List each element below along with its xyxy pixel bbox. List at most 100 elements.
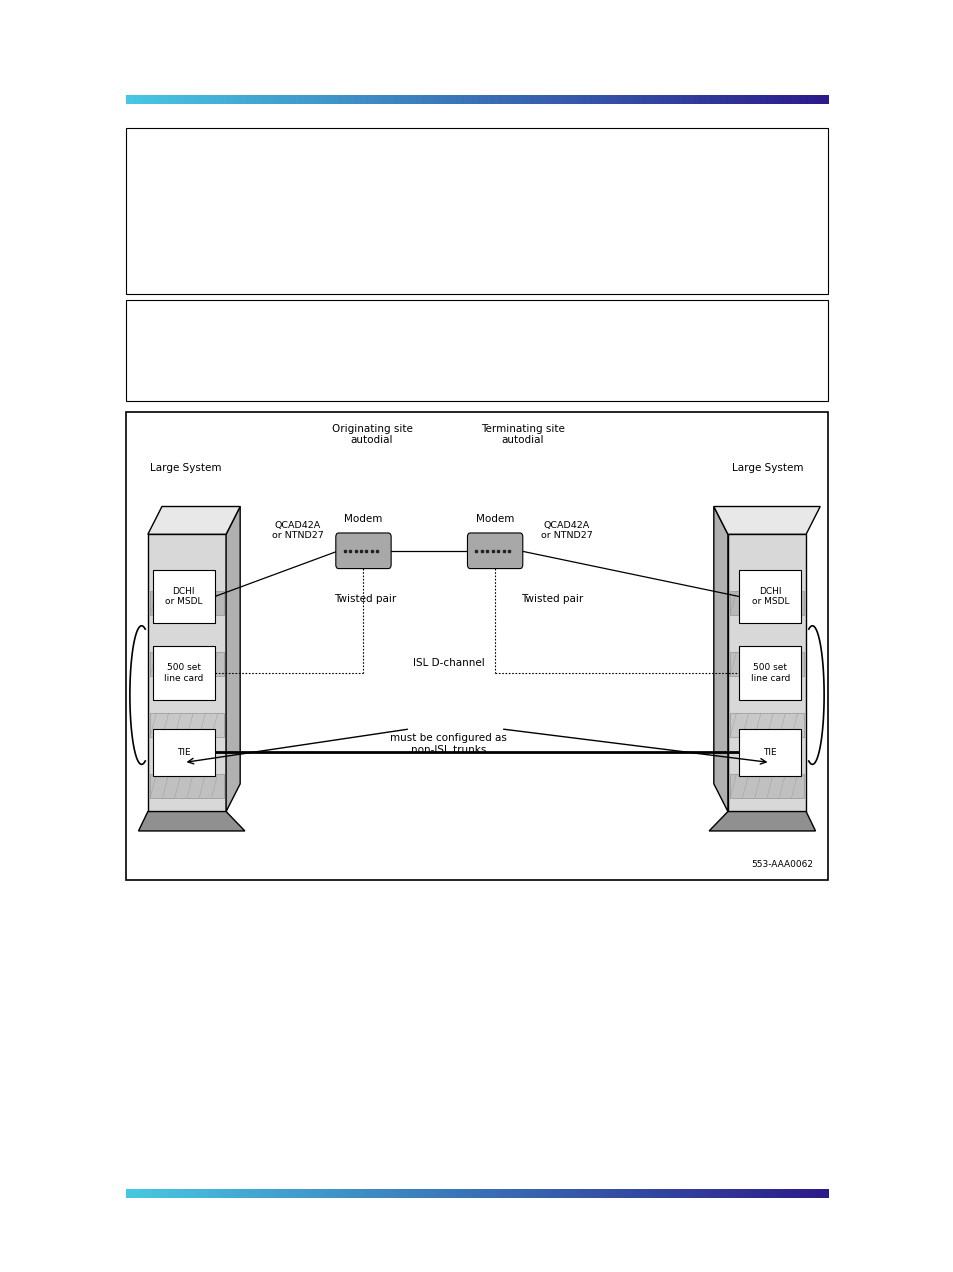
Bar xyxy=(750,95,753,104)
Bar xyxy=(256,95,260,104)
Bar xyxy=(661,1189,664,1198)
Bar xyxy=(708,95,711,104)
Bar xyxy=(483,1189,487,1198)
Bar xyxy=(678,95,680,104)
Bar xyxy=(334,95,337,104)
Bar xyxy=(388,1189,391,1198)
Text: must be configured as
non-ISL trunks: must be configured as non-ISL trunks xyxy=(390,734,506,754)
Bar xyxy=(325,95,328,104)
Bar xyxy=(374,95,377,104)
Bar xyxy=(500,1189,503,1198)
Bar xyxy=(147,95,151,104)
Bar xyxy=(679,1189,683,1198)
Bar xyxy=(684,95,688,104)
Bar xyxy=(163,95,167,104)
Bar xyxy=(650,1189,653,1198)
Bar xyxy=(517,1189,519,1198)
Bar xyxy=(233,95,236,104)
Bar xyxy=(694,1189,698,1198)
Bar xyxy=(514,95,517,104)
Bar xyxy=(226,95,230,104)
Bar xyxy=(769,95,772,104)
Bar xyxy=(343,1189,347,1198)
Bar xyxy=(217,1189,220,1198)
Bar xyxy=(729,775,803,798)
Bar xyxy=(731,95,735,104)
Bar xyxy=(584,95,587,104)
Bar xyxy=(684,1189,688,1198)
Bar xyxy=(617,95,620,104)
Polygon shape xyxy=(148,506,240,534)
Bar xyxy=(320,95,323,104)
Bar xyxy=(818,1189,821,1198)
Bar xyxy=(210,95,213,104)
Bar xyxy=(269,1189,272,1198)
Bar xyxy=(556,95,559,104)
Bar xyxy=(362,1189,365,1198)
Bar xyxy=(131,1189,133,1198)
Bar xyxy=(493,95,497,104)
Bar xyxy=(132,95,136,104)
Bar xyxy=(152,1189,154,1198)
Bar xyxy=(537,95,540,104)
Bar xyxy=(722,95,725,104)
Bar xyxy=(496,95,498,104)
Bar xyxy=(752,1189,756,1198)
Bar xyxy=(727,95,730,104)
Bar xyxy=(158,95,162,104)
Bar xyxy=(640,1189,643,1198)
Bar xyxy=(229,95,232,104)
Bar xyxy=(659,1189,662,1198)
Bar xyxy=(224,1189,227,1198)
Bar xyxy=(290,1189,293,1198)
Bar xyxy=(132,1189,136,1198)
Bar xyxy=(348,95,352,104)
Bar xyxy=(449,95,452,104)
Bar xyxy=(642,1189,646,1198)
Bar xyxy=(764,1189,767,1198)
Bar xyxy=(575,1189,578,1198)
Bar xyxy=(636,95,639,104)
Bar xyxy=(457,1189,461,1198)
Bar xyxy=(311,1189,314,1198)
Bar xyxy=(409,95,412,104)
Bar xyxy=(544,1189,548,1198)
Bar xyxy=(781,1189,783,1198)
Bar xyxy=(563,95,566,104)
Bar xyxy=(453,1189,456,1198)
Bar xyxy=(131,95,133,104)
Bar xyxy=(573,95,576,104)
Bar xyxy=(528,95,531,104)
Bar xyxy=(179,95,183,104)
Bar xyxy=(231,95,234,104)
Bar xyxy=(682,95,685,104)
Bar xyxy=(317,1189,321,1198)
Bar xyxy=(671,1189,674,1198)
Bar xyxy=(563,1189,566,1198)
Bar xyxy=(271,1189,274,1198)
Bar xyxy=(299,95,302,104)
Bar xyxy=(359,95,363,104)
Bar xyxy=(456,1189,458,1198)
Bar xyxy=(811,1189,814,1198)
Bar xyxy=(565,95,569,104)
Bar xyxy=(703,1189,706,1198)
Text: Modem: Modem xyxy=(344,514,382,524)
Bar xyxy=(507,95,510,104)
Bar xyxy=(764,95,767,104)
Bar xyxy=(301,1189,304,1198)
Bar xyxy=(774,95,777,104)
Bar xyxy=(208,1189,211,1198)
Bar xyxy=(666,95,669,104)
Bar xyxy=(486,1189,489,1198)
Polygon shape xyxy=(708,812,815,831)
Bar xyxy=(308,95,312,104)
Bar xyxy=(673,1189,677,1198)
Bar xyxy=(813,1189,817,1198)
Bar xyxy=(476,1189,479,1198)
Bar xyxy=(374,1189,377,1198)
Bar xyxy=(785,95,788,104)
Bar xyxy=(364,1189,368,1198)
Bar xyxy=(624,1189,627,1198)
Bar xyxy=(713,1189,716,1198)
